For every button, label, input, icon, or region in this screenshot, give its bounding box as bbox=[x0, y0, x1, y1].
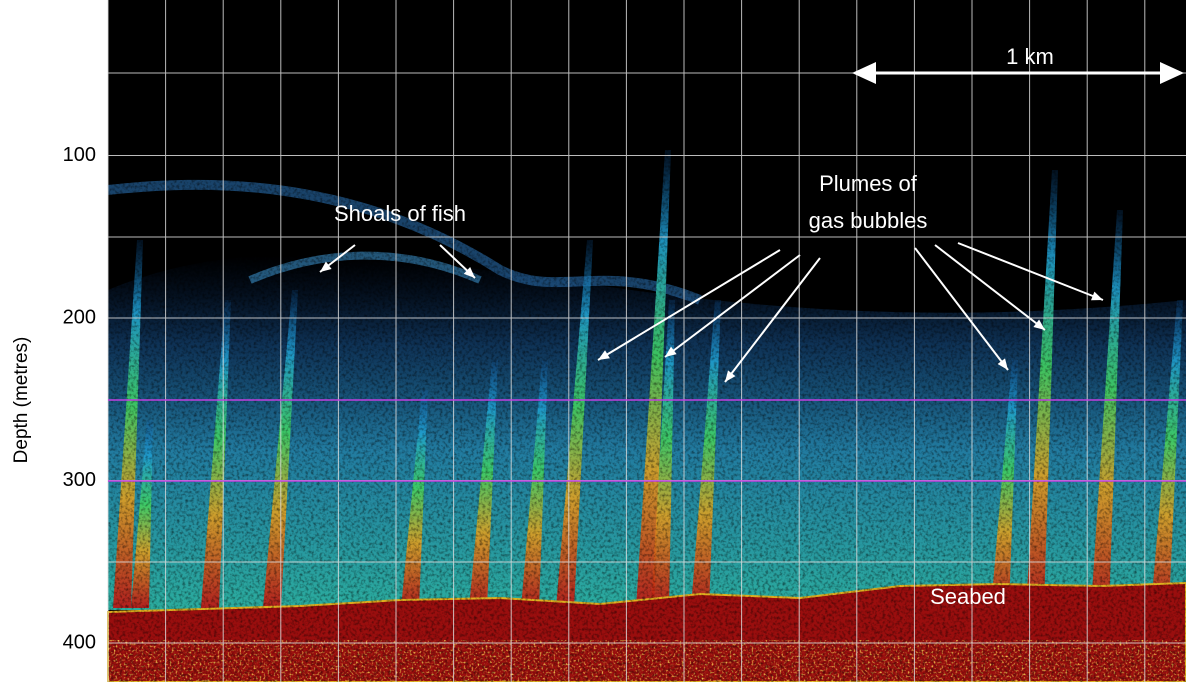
plume-label: Plumes of bbox=[819, 171, 918, 196]
fish-label: Shoals of fish bbox=[334, 201, 466, 226]
echogram: 1 km Shoals of fish Plumes of gas bubble… bbox=[108, 0, 1186, 682]
y-tick-label: 300 bbox=[63, 469, 96, 491]
scale-label: 1 km bbox=[1006, 44, 1054, 69]
y-tick-label: 200 bbox=[63, 306, 96, 328]
y-tick-label: 100 bbox=[63, 144, 96, 166]
noise bbox=[108, 0, 1186, 682]
axis-label: Depth (metres) bbox=[11, 337, 32, 464]
echogram-figure: 1 km Shoals of fish Plumes of gas bubble… bbox=[0, 0, 1186, 682]
y-tick-label: 400 bbox=[63, 631, 96, 653]
seabed-label: Seabed bbox=[930, 584, 1006, 609]
plume-label: gas bubbles bbox=[809, 208, 928, 233]
